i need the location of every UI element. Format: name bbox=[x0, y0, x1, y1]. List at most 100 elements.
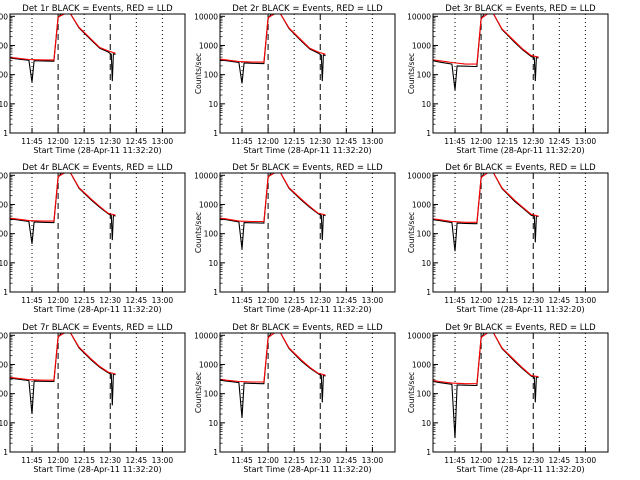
x-tick-label: 12:15 bbox=[283, 137, 305, 146]
y-tick-label: 1 bbox=[426, 448, 431, 457]
chart-panel: Det 9r BLACK = Events, RED = LLD 1 10 100 10… bbox=[407, 323, 609, 474]
x-axis-label: Start Time (28-Apr-11 11:32:20) bbox=[33, 465, 161, 474]
chart-panel: Det 4r BLACK = Events, RED = LLD 1 10 100 10… bbox=[0, 163, 186, 314]
x-tick-label: 12:00 bbox=[257, 137, 279, 146]
y-tick-label: 1000 bbox=[0, 41, 8, 50]
y-tick-label: 100 bbox=[417, 390, 432, 399]
y-tick-label: 1 bbox=[213, 129, 218, 138]
chart-panel: Det 7r BLACK = Events, RED = LLD 1 10 100 10… bbox=[0, 323, 186, 474]
y-tick-label: 100 bbox=[204, 71, 219, 80]
y-tick-label: 100 bbox=[0, 230, 8, 239]
y-tick-label: 10000 bbox=[407, 331, 431, 340]
y-tick-label: 1000 bbox=[199, 200, 218, 209]
y-axis-label: Counts/sec bbox=[194, 372, 203, 413]
x-axis-label: Start Time (28-Apr-11 11:32:20) bbox=[456, 465, 584, 474]
chart-title: Det 3r BLACK = Events, RED = LLD bbox=[445, 4, 596, 14]
chart-title: Det 5r BLACK = Events, RED = LLD bbox=[232, 163, 383, 173]
x-tick-label: 11:45 bbox=[444, 137, 466, 146]
y-tick-label: 1 bbox=[3, 288, 8, 297]
x-tick-label: 12:45 bbox=[549, 296, 571, 305]
y-tick-label: 10000 bbox=[194, 12, 218, 21]
series-line-events bbox=[433, 172, 539, 252]
x-tick-label: 12:15 bbox=[73, 137, 95, 146]
x-tick-label: 12:45 bbox=[549, 456, 571, 465]
x-axis-label: Start Time (28-Apr-11 11:32:20) bbox=[243, 465, 371, 474]
x-tick-label: 12:00 bbox=[47, 137, 69, 146]
y-axis-label: Counts/sec bbox=[407, 53, 416, 94]
y-tick-label: 100 bbox=[204, 230, 219, 239]
y-tick-label: 1000 bbox=[0, 360, 8, 369]
x-tick-label: 12:30 bbox=[309, 137, 331, 146]
x-tick-label: 13:00 bbox=[575, 137, 597, 146]
y-tick-label: 100 bbox=[417, 230, 432, 239]
series-line-events bbox=[220, 172, 326, 249]
y-tick-label: 1000 bbox=[199, 41, 218, 50]
chart-title: Det 6r BLACK = Events, RED = LLD bbox=[445, 163, 596, 173]
chart-title: Det 7r BLACK = Events, RED = LLD bbox=[22, 323, 173, 333]
series-line-events bbox=[10, 172, 116, 244]
x-tick-label: 12:15 bbox=[496, 296, 518, 305]
chart-panel: Det 1r BLACK = Events, RED = LLD 1 10 100 10… bbox=[0, 4, 186, 155]
y-tick-label: 10000 bbox=[0, 171, 8, 180]
y-tick-label: 10 bbox=[421, 419, 431, 428]
chart-title: Det 4r BLACK = Events, RED = LLD bbox=[22, 163, 173, 173]
series-line-lld bbox=[433, 13, 539, 65]
x-tick-label: 12:30 bbox=[309, 296, 331, 305]
x-tick-label: 11:45 bbox=[21, 137, 43, 146]
x-tick-label: 12:45 bbox=[336, 137, 358, 146]
x-tick-label: 12:00 bbox=[47, 296, 69, 305]
y-tick-label: 1000 bbox=[412, 41, 431, 50]
x-tick-label: 11:45 bbox=[21, 296, 43, 305]
x-axis-label: Start Time (28-Apr-11 11:32:20) bbox=[456, 146, 584, 155]
y-tick-label: 1 bbox=[3, 129, 8, 138]
x-tick-label: 12:15 bbox=[496, 456, 518, 465]
y-tick-label: 1 bbox=[213, 448, 218, 457]
x-tick-label: 12:15 bbox=[283, 456, 305, 465]
series-line-lld bbox=[433, 172, 539, 223]
y-tick-label: 1000 bbox=[0, 200, 8, 209]
y-tick-label: 1 bbox=[3, 448, 8, 457]
series-line-lld bbox=[10, 332, 116, 381]
x-tick-label: 11:45 bbox=[231, 137, 253, 146]
plot-frame bbox=[219, 172, 396, 293]
x-tick-label: 13:00 bbox=[152, 296, 174, 305]
y-tick-label: 10000 bbox=[194, 171, 218, 180]
plot-frame bbox=[432, 13, 609, 134]
y-axis-label: Counts/sec bbox=[194, 212, 203, 253]
y-tick-label: 10000 bbox=[0, 12, 8, 21]
series-line-events bbox=[220, 332, 326, 418]
y-tick-label: 10000 bbox=[0, 331, 8, 340]
plot-frame bbox=[219, 13, 396, 134]
x-tick-label: 12:45 bbox=[336, 296, 358, 305]
x-tick-label: 12:45 bbox=[126, 296, 148, 305]
x-tick-label: 12:00 bbox=[470, 137, 492, 146]
x-tick-label: 11:45 bbox=[231, 296, 253, 305]
series-line-lld bbox=[220, 13, 326, 63]
chart-panel: Det 5r BLACK = Events, RED = LLD 1 10 100 10… bbox=[194, 163, 396, 314]
y-tick-label: 10000 bbox=[194, 331, 218, 340]
x-axis-label: Start Time (28-Apr-11 11:32:20) bbox=[33, 146, 161, 155]
x-tick-label: 13:00 bbox=[362, 456, 384, 465]
y-tick-label: 10 bbox=[0, 259, 8, 268]
x-tick-label: 12:30 bbox=[522, 456, 544, 465]
plot-frame bbox=[9, 172, 186, 293]
series-line-lld bbox=[10, 172, 116, 222]
plot-frame bbox=[219, 332, 396, 453]
x-tick-label: 12:45 bbox=[336, 456, 358, 465]
y-tick-label: 1 bbox=[213, 288, 218, 297]
x-axis-label: Start Time (28-Apr-11 11:32:20) bbox=[456, 305, 584, 314]
plot-frame bbox=[432, 332, 609, 453]
chart-title: Det 1r BLACK = Events, RED = LLD bbox=[22, 4, 173, 14]
y-tick-label: 10 bbox=[208, 100, 218, 109]
x-tick-label: 12:15 bbox=[73, 296, 95, 305]
chart-panel: Det 3r BLACK = Events, RED = LLD 1 10 100 10… bbox=[407, 4, 609, 155]
x-tick-label: 11:45 bbox=[21, 456, 43, 465]
y-tick-label: 1 bbox=[426, 129, 431, 138]
x-tick-label: 13:00 bbox=[575, 296, 597, 305]
y-tick-label: 100 bbox=[417, 71, 432, 80]
y-tick-label: 10 bbox=[0, 100, 8, 109]
x-axis-label: Start Time (28-Apr-11 11:32:20) bbox=[243, 146, 371, 155]
x-tick-label: 13:00 bbox=[575, 456, 597, 465]
y-axis-label: Counts/sec bbox=[194, 53, 203, 94]
